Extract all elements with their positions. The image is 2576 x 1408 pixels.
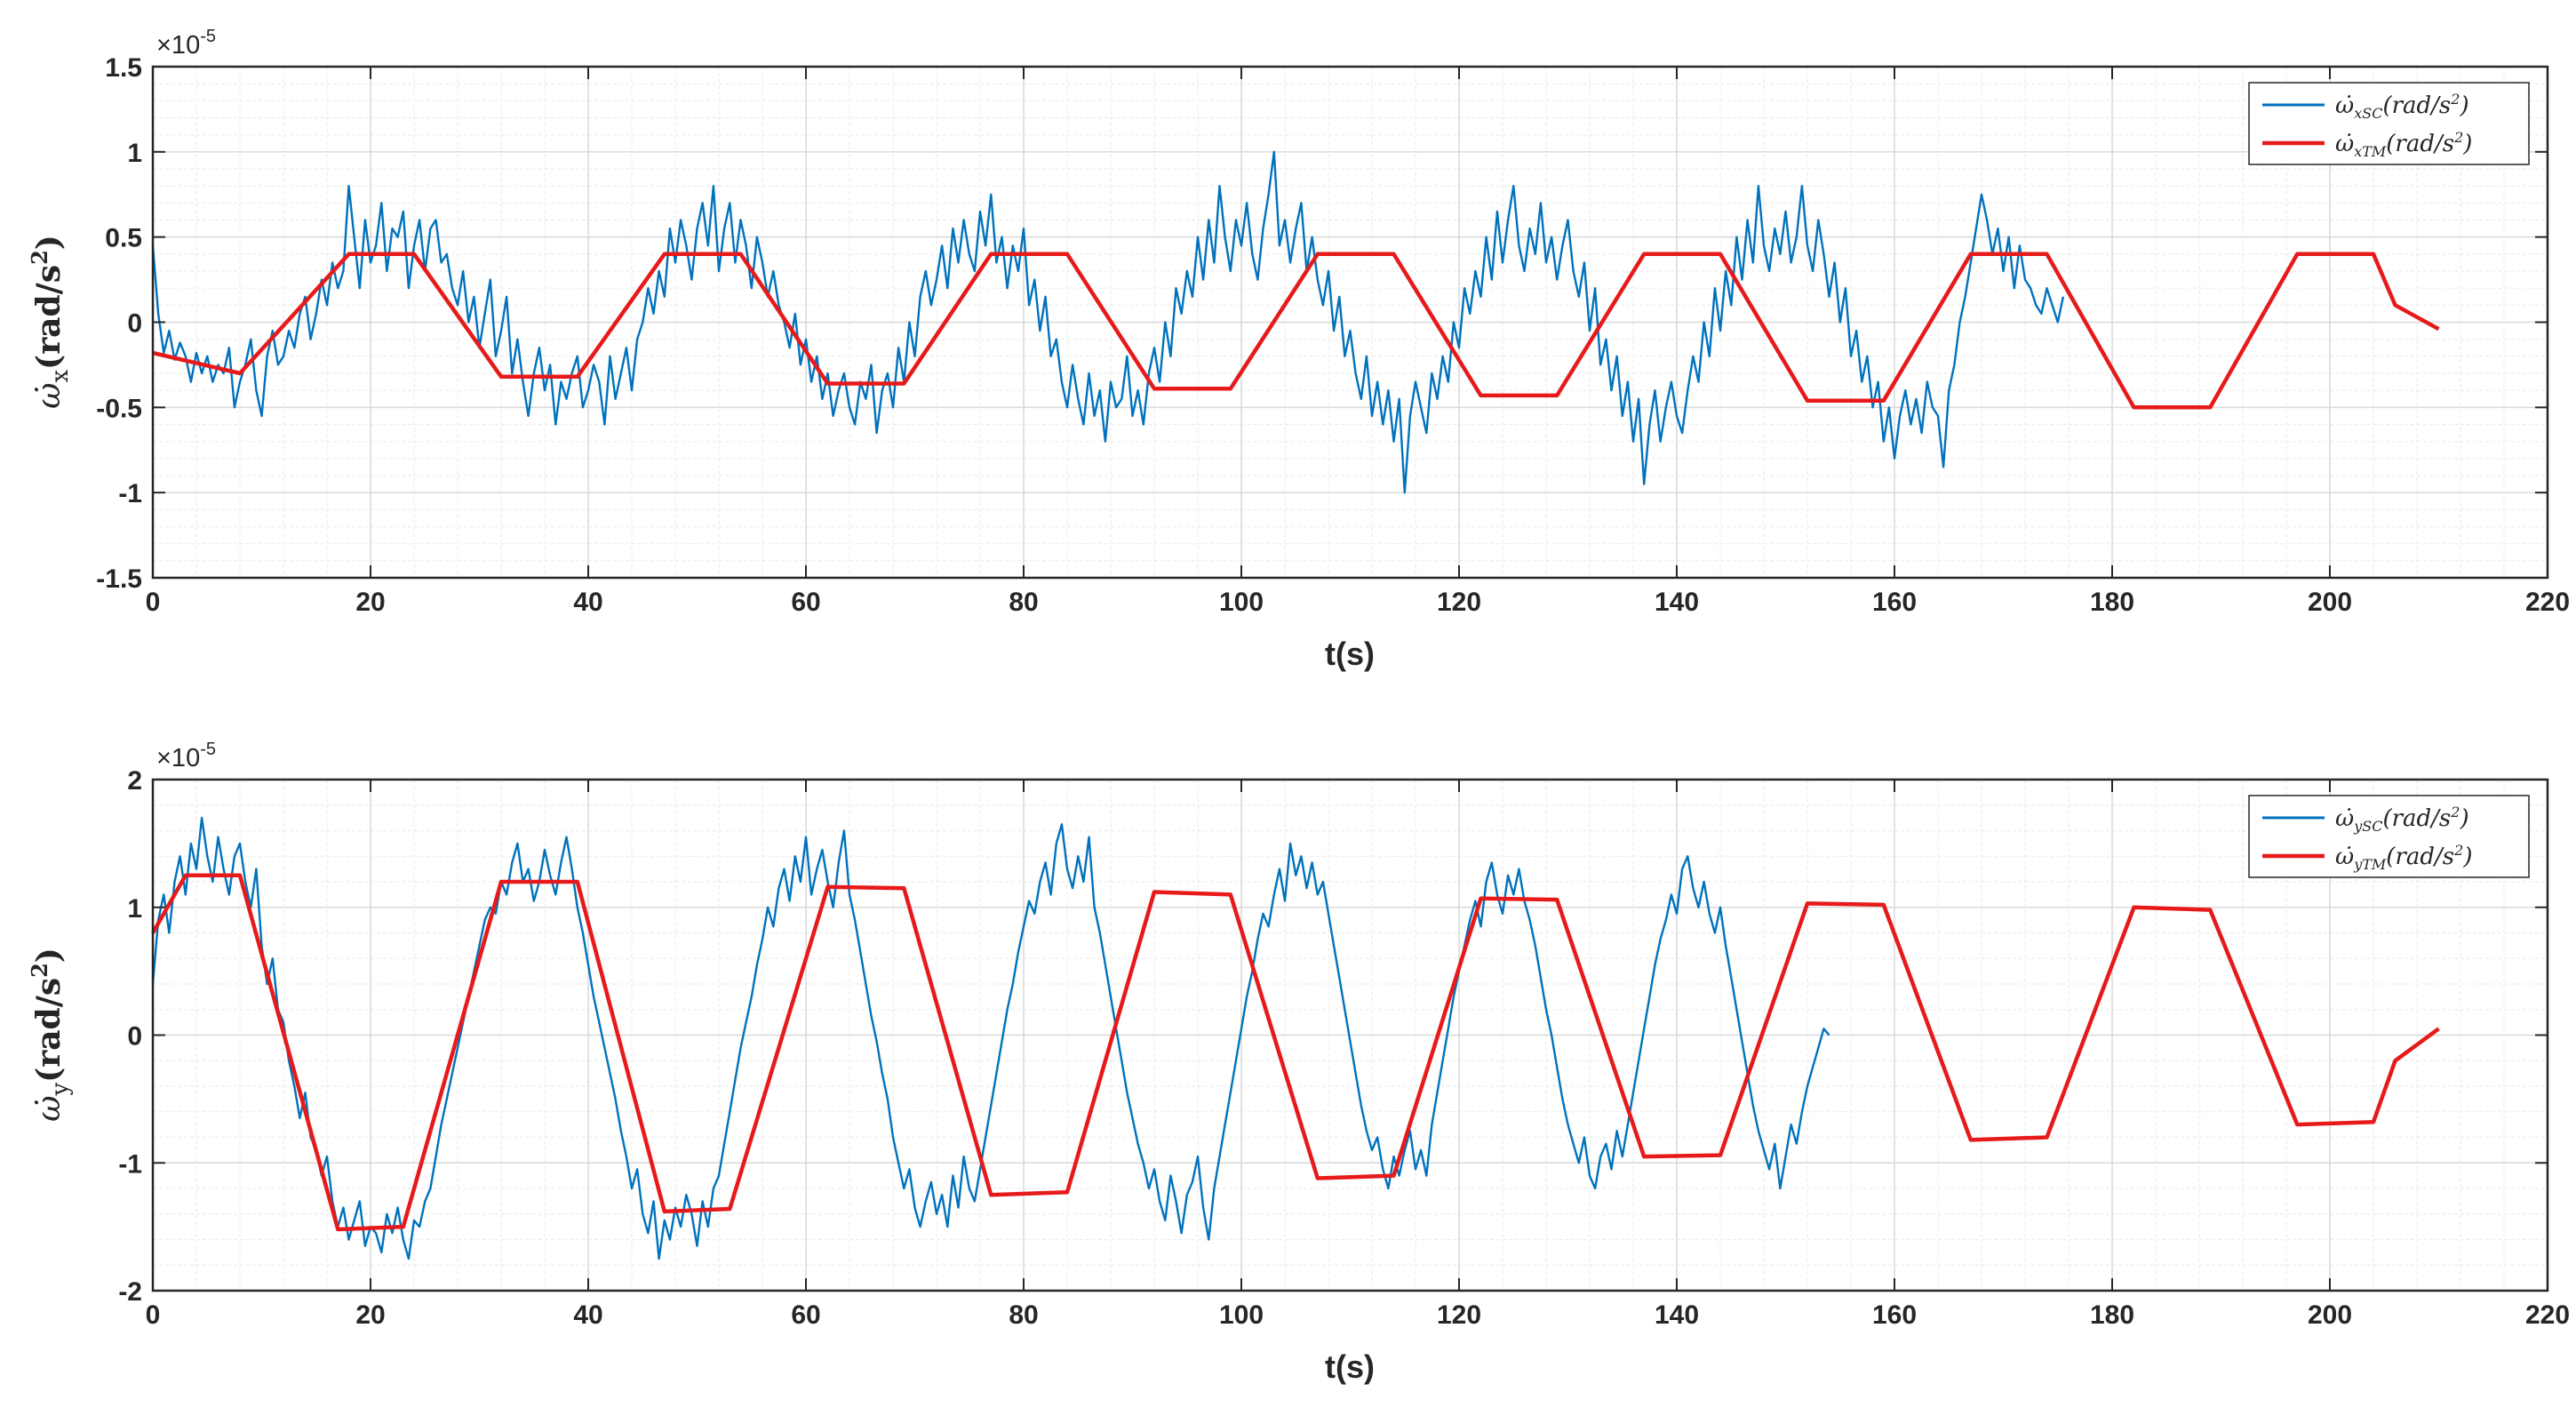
y-tick-label: 0.5 [105,224,142,253]
x-tick-label: 120 [1437,588,1481,617]
y-tick-label: -1.5 [96,564,142,594]
x-tick-label: 100 [1219,1300,1264,1330]
x-tick-label: 220 [2525,1300,2570,1330]
x-tick-label: 80 [1009,588,1038,617]
y-tick-label: -1 [118,479,142,508]
x-tick-labels: 0 20 40 60 80 100 120 140 160 180 200 220 [146,588,2570,617]
exponent-label: ×10-5 [156,27,216,60]
x-tick-label: 0 [146,1300,161,1330]
legend-label-sc: ω̇xSC(rad/s2) [2335,91,2469,122]
x-tick-label: 220 [2525,588,2570,617]
x-tick-label: 40 [573,1300,602,1330]
y-axis-label: ω̇y(rad/s2) [27,948,74,1122]
y-tick-label: 1 [127,894,142,924]
x-tick-label: 160 [1872,1300,1917,1330]
x-tick-labels: 0 20 40 60 80 100 120 140 160 180 200 220 [146,1300,2570,1330]
legend-label-tm: ω̇xTM(rad/s2) [2335,129,2472,160]
series-line-tm [152,252,2440,410]
legend: ω̇xSC(rad/s2) ω̇xTM(rad/s2) [2248,82,2530,165]
legend-label-tm: ω̇yTM(rad/s2) [2335,842,2472,873]
legend-label-sc: ω̇ySC(rad/s2) [2335,804,2469,835]
y-tick-labels: -1.5 -1 -0.5 0 0.5 1 1.5 [96,53,142,594]
x-tick-label: 20 [355,588,385,617]
x-tick-label: 60 [791,588,820,617]
series-line-sc [151,816,1830,1260]
x-axis-label: t(s) [1325,636,1375,672]
y-tick-label: -1 [118,1149,142,1179]
series-lines [151,816,2440,1260]
x-tick-label: 180 [2090,588,2134,617]
x-tick-label: 0 [146,588,161,617]
y-tick-label: 2 [127,766,142,796]
x-tick-label: 100 [1219,588,1264,617]
x-axis-label: t(s) [1325,1348,1375,1385]
x-tick-label: 140 [1655,588,1699,617]
y-tick-label: -0.5 [96,394,142,423]
y-tick-label: -2 [118,1277,142,1307]
legend: ω̇ySC(rad/s2) ω̇yTM(rad/s2) [2248,795,2530,878]
legend-box [2248,795,2530,878]
subplot-x: 0 20 40 60 80 100 120 140 160 180 200 220 -1.5 -1 -0.… [27,27,2570,672]
x-tick-label: 140 [1655,1300,1699,1330]
x-tick-label: 200 [2308,588,2352,617]
y-tick-label: 0 [127,309,142,339]
series-line-sc [151,150,2065,494]
series-line-tm [151,873,2440,1232]
x-tick-label: 40 [573,588,602,617]
x-tick-label: 120 [1437,1300,1481,1330]
x-tick-label: 200 [2308,1300,2352,1330]
y-tick-labels: -2 -1 0 1 2 [118,766,142,1307]
y-axis-label: ω̇x(rad/s2) [27,235,74,409]
subplot-y: 0 20 40 60 80 100 120 140 160 180 200 220 -2 -1 0 1 2 ×… [27,740,2570,1385]
x-tick-label: 80 [1009,1300,1038,1330]
y-tick-label: 0 [127,1022,142,1052]
legend-box [2248,82,2530,165]
tick-marks [152,779,2548,1292]
tick-marks [152,66,2548,579]
x-tick-label: 20 [355,1300,385,1330]
exponent-label: ×10-5 [156,740,216,772]
x-tick-label: 160 [1872,588,1917,617]
y-tick-label: 1 [127,139,142,168]
y-tick-label: 1.5 [105,53,142,83]
x-tick-label: 180 [2090,1300,2134,1330]
x-tick-label: 60 [791,1300,820,1330]
major-grid [153,780,2548,1291]
series-lines [151,150,2440,494]
